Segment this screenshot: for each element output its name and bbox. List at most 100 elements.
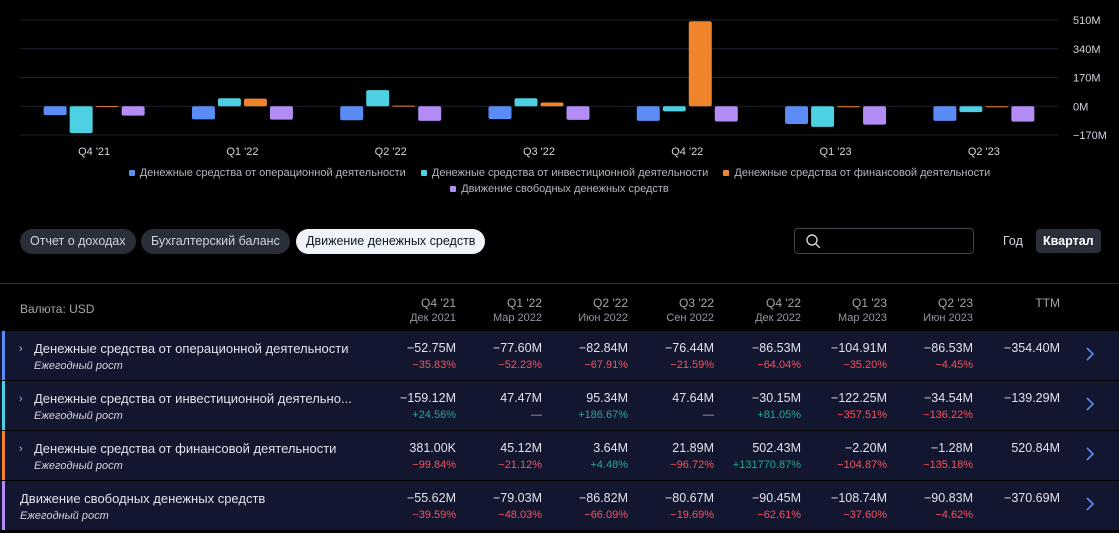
row-sublabel: Ежегодный рост [34,410,123,422]
legend-item-operating[interactable]: Денежные средства от операционной деятел… [128,165,406,181]
chart-gridlines [20,19,1058,136]
column-quarter: Q4 '22 [766,296,801,310]
cell-value: −2.20M [844,441,887,455]
bar-3-7[interactable] [985,106,1009,108]
column-header: Q2 '23 Июн 2023 [893,296,973,326]
tab-cash-flow[interactable]: Движение денежных средств [296,229,486,254]
bar-1-6[interactable] [785,106,809,124]
cell-value: −86.53M [924,341,973,355]
cell-growth: +24.56% [412,409,456,421]
bar-2-5[interactable] [662,106,686,112]
bar-1-2[interactable] [191,106,215,120]
period-quarter[interactable]: Квартал [1036,229,1101,253]
cell-value: −82.84M [579,341,628,355]
bar-1-5[interactable] [636,106,660,121]
x-tick-label: Q4 '21 [78,146,110,158]
cell-value: −76.44M [665,341,714,355]
legend-item-financing[interactable]: Денежные средства от финансовой деятельн… [723,165,990,181]
cell-growth: −96.72% [670,459,714,471]
search-box[interactable] [794,228,974,254]
column-date: Июн 2023 [923,312,973,324]
cell-growth: +186.67% [578,409,628,421]
column-quarter: Q3 '22 [679,296,714,310]
column-quarter: Q1 '23 [852,296,887,310]
column-quarter: Q1 '22 [507,296,542,310]
search-input[interactable] [825,232,969,252]
cell-growth: −48.03% [498,509,542,521]
cell-value: −34.54M [924,391,973,405]
row-color-bar [2,431,5,480]
legend-label: Денежные средства от финансовой деятельн… [734,167,991,179]
cell-value: 47.47M [500,391,542,405]
bar-4-3[interactable] [418,106,442,121]
cell-value: −86.82M [579,491,628,505]
bar-2-6[interactable] [811,106,835,127]
column-date: Мар 2023 [837,312,887,324]
cell-value: −52.75M [407,341,456,355]
expand-chevron-icon[interactable]: › [19,343,23,355]
bar-2-2[interactable] [217,98,241,107]
bar-4-1[interactable] [121,106,145,116]
tab-balance-sheet[interactable]: Бухгалтерский баланс [141,229,290,254]
cell-value: −90.45M [752,491,801,505]
bar-2-4[interactable] [514,98,538,107]
table-row[interactable]: › Денежные средства от финансовой деятель… [0,431,1119,480]
cell-growth: −135.18% [923,459,973,471]
period-year[interactable]: Год [1003,234,1023,248]
tab-income-statement[interactable]: Отчет о доходах [20,229,136,254]
column-date: Сен 2022 [666,312,714,324]
legend-label: Денежные средства от операционной деятел… [139,167,406,179]
bar-1-7[interactable] [933,106,957,121]
bar-3-5[interactable] [688,21,712,107]
cell-value: 45.12M [500,441,542,455]
cell-value: −159.12M [400,391,456,405]
bar-4-7[interactable] [1011,106,1035,122]
bar-4-6[interactable] [863,106,887,125]
table-row[interactable]: Движение свободных денежных средств Ежего… [0,481,1119,530]
cell-growth: +4.48% [590,459,628,471]
bar-3-1[interactable] [95,106,119,108]
expand-chevron-icon[interactable]: › [19,443,23,455]
bar-4-5[interactable] [714,106,738,122]
chevron-right-icon[interactable] [1083,395,1097,413]
cell-growth: −357.51% [837,409,887,421]
bar-3-2[interactable] [243,98,267,107]
row-label: Денежные средства от инвестиционной деят… [34,391,352,406]
chevron-right-icon[interactable] [1083,345,1097,363]
cell-value: −1.28M [930,441,973,455]
cell-value: −90.83M [924,491,973,505]
bar-3-4[interactable] [540,102,564,107]
currency-label: Валюта: USD [20,302,95,316]
table-header: Валюта: USD Q4 '21 Дек 2021 Q1 '22 Мар 202… [0,283,1119,330]
bar-3-6[interactable] [837,106,861,108]
bar-4-4[interactable] [566,106,590,120]
cell-growth: −4.62% [935,509,973,521]
cell-value: −79.03M [493,491,542,505]
chevron-right-icon[interactable] [1083,445,1097,463]
legend-swatch [420,170,427,177]
cell-ttm: −370.69M [1004,491,1060,505]
bar-2-7[interactable] [959,106,983,113]
bar-1-1[interactable] [43,106,67,116]
column-date: Дек 2021 [410,312,456,324]
bar-2-1[interactable] [69,106,93,134]
bar-3-3[interactable] [392,105,416,107]
row-sublabel: Ежегодный рост [34,360,123,372]
expand-chevron-icon[interactable]: › [19,393,23,405]
legend-item-free-cash-flow[interactable]: Движение свободных денежных средств [450,181,669,197]
cell-growth: −21.59% [670,359,714,371]
column-quarter: Q2 '23 [938,296,973,310]
cash-flow-chart: 510M 340M 170M 0M −170M Q4 '21 Q1 '22 Q2 '22 Q3… [20,15,1107,158]
column-header: Q4 '21 Дек 2021 [376,296,456,326]
row-color-bar [2,381,5,430]
table-row[interactable]: › Денежные средства от операционной деяте… [0,331,1119,380]
chevron-right-icon[interactable] [1083,495,1097,513]
bar-1-4[interactable] [488,106,512,120]
cell-growth: −35.83% [412,359,456,371]
legend-item-investing[interactable]: Денежные средства от инвестиционной деят… [420,165,708,181]
bar-4-2[interactable] [269,106,293,120]
cell-value: 502.43M [752,441,801,455]
table-row[interactable]: › Денежные средства от инвестиционной дея… [0,381,1119,430]
bar-2-3[interactable] [366,90,390,107]
bar-1-3[interactable] [340,106,364,121]
